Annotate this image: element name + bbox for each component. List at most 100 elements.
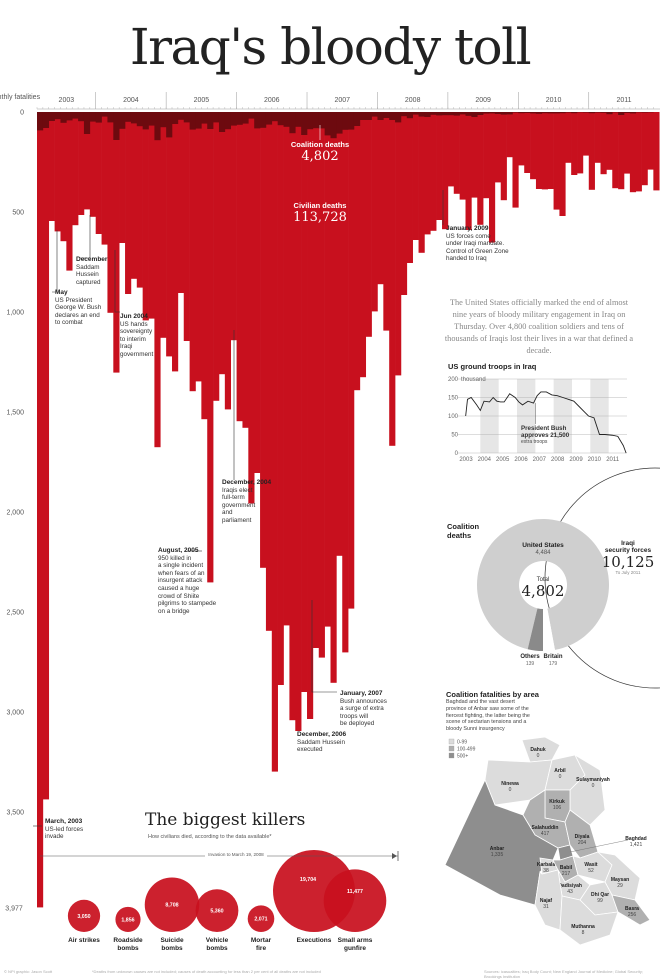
coalition-bar (172, 112, 179, 124)
bubble-category-line: fire (255, 945, 267, 952)
year-label: 2008 (405, 97, 421, 104)
year-label: 2007 (334, 97, 350, 104)
annotation-text: on a bridge (158, 607, 190, 615)
intro-paragraph: The United States officially marked the … (444, 298, 634, 355)
civilian-bar (447, 112, 455, 187)
civilian-bar (201, 112, 208, 420)
civilian-bar (629, 112, 637, 193)
bubble-category: Executions (284, 937, 344, 945)
killers-title: The biggest killers (145, 810, 306, 830)
civilian-bar (606, 112, 613, 170)
coalition-bar (95, 112, 102, 123)
coalition-bar (594, 112, 601, 113)
coalition-bar (177, 112, 185, 120)
civilian-bar (289, 112, 296, 721)
annotation: Jun 2004 US hands sovereignty to interim Ira… (120, 313, 153, 359)
iraqi-forces-circle (544, 467, 660, 689)
region-name: Baghdad (625, 836, 646, 842)
troops-line (465, 391, 627, 454)
coalition-bar (271, 112, 278, 122)
region-name: Najaf (540, 898, 553, 904)
bubble-category: Roadside bombs (98, 937, 158, 953)
civilian-bar (383, 112, 390, 331)
civilian-bar (48, 112, 55, 221)
coalition-bar (547, 112, 554, 114)
troops-annotation-line: approves 21,500 (521, 432, 570, 439)
coalition-bar (37, 112, 44, 131)
legend-label: 0-99 (457, 740, 467, 746)
region-name: Dhi Qar (591, 892, 609, 898)
annotation-title: January, 2009 (446, 225, 489, 232)
civilian-bar (37, 112, 44, 908)
bubble-category: Small arms gunfire (325, 937, 385, 953)
bubble-value: 8,708 (165, 903, 178, 909)
civilian-bar (277, 112, 284, 685)
civilian-bar (172, 112, 179, 372)
annotation-text: Iraqis elect (222, 486, 253, 494)
civilian-bar (565, 112, 572, 163)
annotation: December, 2006 Saddam Hussein executed (297, 731, 346, 754)
annotation: January, 2009 US forces come under Iraqi m… (446, 225, 509, 263)
coalition-bar (488, 112, 496, 114)
annotation-text: 950 killed in (158, 554, 192, 562)
coalition-bar (295, 112, 302, 127)
bubble-category: Vehicle bombs (187, 937, 247, 953)
civilian-bar (224, 112, 232, 410)
coalition-bar (101, 112, 108, 117)
civilian-bar (500, 112, 507, 201)
bubble-category-line: Suicide (160, 937, 184, 944)
us-label: United States (522, 542, 564, 549)
civilian-bar (72, 112, 79, 226)
coalition-bar (553, 112, 560, 114)
y-tick-label: 500 (12, 210, 24, 217)
civilian-bar (635, 112, 642, 192)
coalition-title: Coalition deaths (290, 140, 350, 149)
coalition-bar (500, 112, 507, 115)
annotation-text: to combat (55, 319, 83, 327)
civilian-bar (342, 112, 349, 653)
coalition-bar (289, 112, 296, 134)
civilian-bar (330, 112, 337, 683)
coalition-bar (518, 112, 525, 114)
civilian-bar (130, 112, 138, 279)
coalition-bar (330, 112, 337, 139)
footer-sources: Sources: icasualties; Iraq Body Count; N… (484, 969, 643, 979)
annotation-text: Saddam (76, 263, 100, 271)
coalition-bar (424, 112, 431, 117)
leader-line (80, 215, 91, 259)
civilian-bar (618, 112, 625, 190)
annotation-text: US hands (120, 320, 148, 328)
annotation-text: handed to Iraq (446, 255, 487, 263)
coalition-bar (230, 112, 237, 126)
annotation-text: be deployed (340, 720, 375, 728)
region-value: 38 (543, 868, 549, 874)
civilian-bar (430, 112, 437, 231)
civilian-bar (571, 112, 578, 175)
troops-annotation-title: President Bush (521, 425, 567, 432)
coalition-bar (265, 112, 273, 125)
annotation-text: pilgrims to stampede (158, 600, 217, 608)
y-tick-label: 2,000 (6, 510, 24, 517)
coalition-bar (348, 112, 355, 130)
civilian-bar (483, 112, 490, 199)
region-value: 417 (541, 831, 550, 837)
coalition-bar (418, 112, 425, 117)
footer-note: *Deaths from unknown causes are not incl… (92, 969, 321, 974)
coalition-bar (154, 112, 161, 141)
coalition-bar (201, 112, 208, 124)
bubble-category-line: Small arms (337, 937, 373, 944)
civilian-bar (142, 112, 149, 321)
bubble-category-line: bombs (206, 945, 228, 952)
coalition-bar (541, 112, 548, 114)
total-value: 4,802 (522, 582, 565, 600)
civilian-bar (395, 112, 402, 376)
civilian-bar (95, 112, 102, 234)
region-name: Babil (560, 865, 573, 871)
bubble (144, 877, 200, 932)
annotation-title: March, 2003 (45, 818, 83, 825)
coalition-bar (89, 112, 96, 122)
civilian-bar (541, 112, 548, 190)
coalition-bar (324, 112, 331, 136)
civilian-bar (612, 112, 619, 189)
year-label: 2005 (194, 97, 210, 104)
